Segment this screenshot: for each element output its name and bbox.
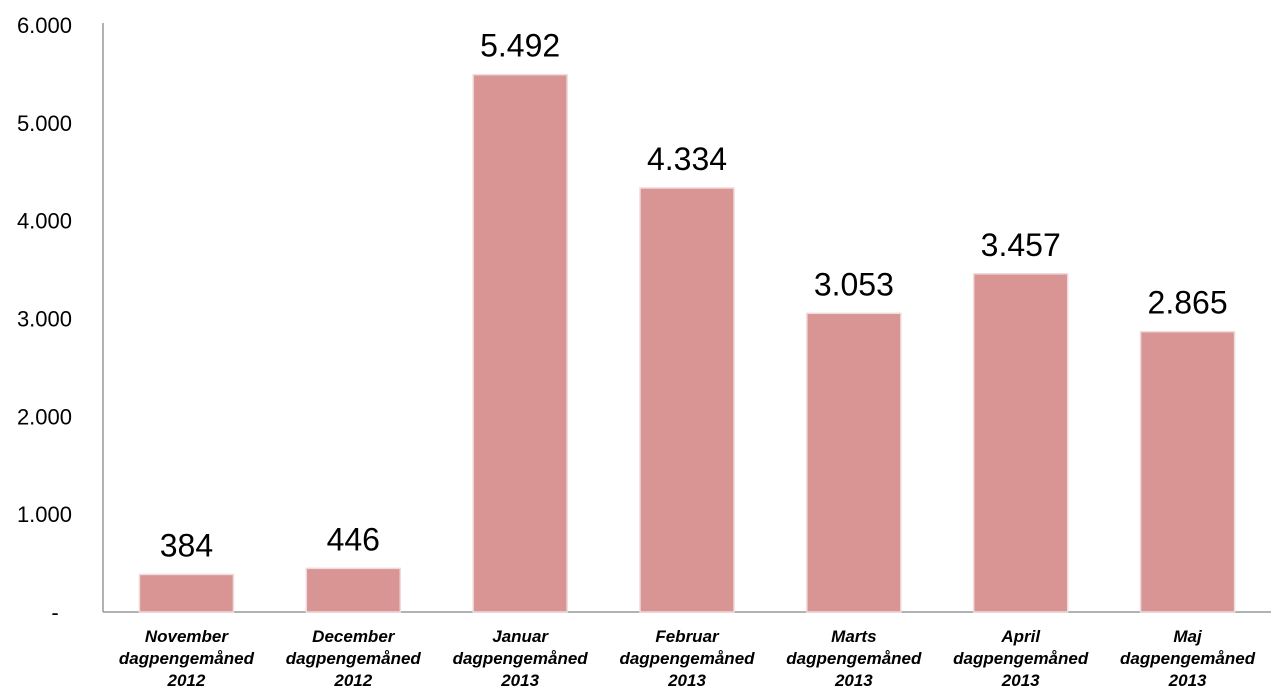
bar bbox=[806, 312, 902, 613]
y-tick-label: 6.000 bbox=[17, 13, 72, 38]
data-label: 5.492 bbox=[480, 28, 560, 64]
x-category-label: November dagpengemåned 2012 bbox=[119, 627, 255, 690]
data-label: 3.457 bbox=[981, 227, 1061, 263]
x-category-label: Marts dagpengemåned 2013 bbox=[786, 627, 922, 690]
bar-series bbox=[138, 73, 1236, 613]
x-category-label: December dagpengemåned 2012 bbox=[286, 627, 422, 690]
y-tick-label: 1.000 bbox=[17, 502, 72, 527]
data-label: 384 bbox=[160, 527, 213, 563]
data-label: 2.865 bbox=[1148, 285, 1228, 321]
x-axis-category-labels: November dagpengemåned 2012 December dagpeng… bbox=[119, 627, 1256, 690]
x-category-label: Januar dagpengemåned 2013 bbox=[453, 627, 589, 690]
y-tick-label: 4.000 bbox=[17, 209, 72, 234]
data-label: 3.053 bbox=[814, 266, 894, 302]
y-axis-tick-labels: - 1.000 2.000 3.000 4.000 5.000 6.000 bbox=[17, 13, 72, 625]
data-label: 4.334 bbox=[647, 141, 727, 177]
bar bbox=[472, 73, 568, 613]
bar bbox=[639, 187, 735, 613]
bar bbox=[138, 573, 235, 613]
y-tick-label: 2.000 bbox=[17, 404, 72, 429]
y-tick-label: - bbox=[51, 600, 58, 625]
x-category-label: Februar dagpengemåned 2013 bbox=[619, 627, 755, 690]
data-label: 446 bbox=[327, 521, 380, 557]
bar bbox=[972, 273, 1069, 613]
bar bbox=[1139, 330, 1236, 613]
bar bbox=[305, 567, 402, 613]
data-labels: 384 446 5.492 4.334 3.053 3.457 2.865 bbox=[160, 28, 1228, 564]
x-category-label: Maj dagpengemåned 2013 bbox=[1120, 627, 1256, 690]
x-category-label: April dagpengemåned 2013 bbox=[953, 627, 1089, 690]
y-tick-label: 3.000 bbox=[17, 307, 72, 332]
y-tick-label: 5.000 bbox=[17, 111, 72, 136]
